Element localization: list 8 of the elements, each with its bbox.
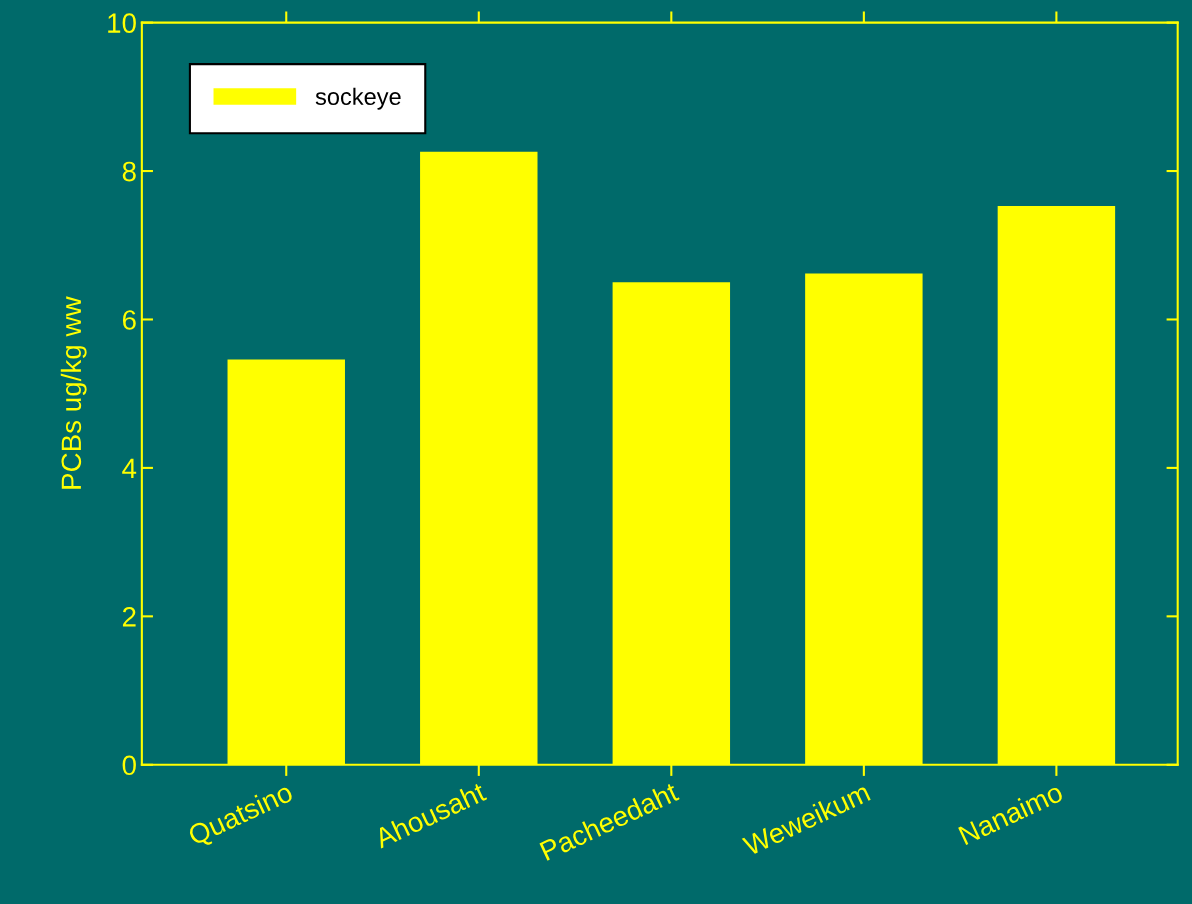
y-tick-label: 2 bbox=[122, 607, 136, 627]
y-tick-label: 0 bbox=[122, 755, 136, 776]
y-tick-label: 10 bbox=[108, 13, 136, 33]
y-tick-label: 4 bbox=[122, 458, 137, 478]
legend-label: sockeye bbox=[315, 87, 401, 110]
y-tick-label: 8 bbox=[122, 161, 136, 182]
y-tick-label: 6 bbox=[122, 310, 136, 330]
y-axis-title: PCBs ug/kg ww bbox=[60, 296, 87, 489]
